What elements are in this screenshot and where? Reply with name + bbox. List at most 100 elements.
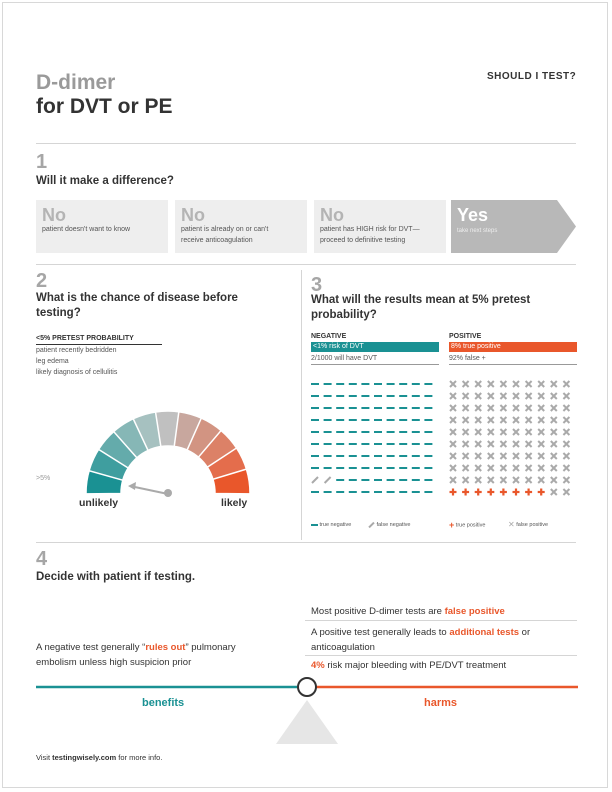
- false-positive-mark: [562, 452, 571, 460]
- false-positive-mark: [461, 380, 470, 388]
- false-positive-mark: [487, 380, 495, 388]
- section1-heading: Will it make a difference?: [36, 175, 174, 187]
- divider: [305, 620, 577, 621]
- false-positive-mark: [512, 428, 520, 436]
- false-positive-mark: [474, 416, 482, 424]
- false-positive-mark: [524, 440, 533, 448]
- section2-number: 2: [36, 270, 48, 292]
- false-positive-mark: [461, 452, 470, 460]
- section3-heading: What will the results mean at 5% pretest…: [311, 294, 531, 321]
- negative-sub: 2/1000 will have DVT: [311, 355, 378, 362]
- false-positive-mark: [461, 392, 470, 400]
- underline: [36, 344, 162, 345]
- section2-heading: What is the chance of disease before test…: [36, 292, 238, 319]
- false-positive-mark: [537, 380, 545, 388]
- answer-text: patient has HIGH risk for DVT— proceed to…: [320, 226, 420, 244]
- negative-bar-text: <1% risk of DVT: [313, 343, 364, 350]
- false-positive-mark: [499, 440, 508, 448]
- false-positive-mark: [461, 440, 470, 448]
- false-positive-mark: [449, 452, 457, 460]
- criteria-item: patient recently bedridden: [36, 347, 117, 354]
- criteria-list: patient recently bedridden leg edema lik…: [36, 345, 117, 378]
- positive-bar: 8% true positive: [449, 342, 577, 352]
- plus-icon: +: [449, 520, 455, 530]
- false-positive-mark: [512, 416, 520, 424]
- gauge-right-label: likely: [221, 497, 248, 509]
- false-positive-mark: [461, 404, 470, 412]
- criteria-item: likely diagnosis of cellulitis: [36, 369, 118, 376]
- gauge-marker-label: >5%: [36, 475, 50, 482]
- false-positive-mark: [562, 476, 571, 484]
- gauge-left-label: unlikely: [79, 497, 119, 509]
- false-positive-mark: [474, 476, 482, 484]
- false-positive-mark: [449, 380, 457, 388]
- icon-arrays: [311, 380, 571, 496]
- false-positive-mark: [537, 404, 545, 412]
- false-positive-mark: [524, 416, 533, 424]
- false-positive-mark: [487, 476, 495, 484]
- false-positive-mark: [524, 404, 533, 412]
- harm-2: A positive test generally leads to addit…: [311, 627, 531, 653]
- harms-label: harms: [424, 697, 458, 709]
- false-positive-mark: [449, 464, 457, 472]
- false-positive-mark: [449, 476, 457, 484]
- fulcrum-triangle: [276, 700, 338, 744]
- false-positive-mark: [474, 380, 482, 388]
- false-positive-mark: [537, 440, 545, 448]
- false-positive-mark: [537, 428, 545, 436]
- false-positive-mark: [487, 416, 495, 424]
- answer-text: patient is already on or can't receive an…: [181, 226, 269, 244]
- false-positive-mark: [562, 464, 571, 472]
- negative-bar: <1% risk of DVT: [311, 342, 439, 352]
- false-positive-mark: [550, 476, 558, 484]
- header-tag: SHOULD I TEST?: [487, 71, 577, 82]
- positive-label: POSITIVE: [449, 333, 482, 340]
- false-positive-mark: [449, 404, 457, 412]
- false-positive-mark: [449, 440, 457, 448]
- false-positive-mark: [461, 476, 470, 484]
- false-positive-mark: [550, 404, 558, 412]
- footer-link[interactable]: testingwisely.com: [52, 753, 117, 762]
- section3-number: 3: [311, 274, 323, 296]
- dash-icon: [311, 523, 318, 526]
- false-positive-mark: [537, 392, 545, 400]
- answer-box-2: No patient is already on or can't receive…: [175, 200, 307, 253]
- false-positive-mark: [499, 476, 508, 484]
- false-positive-mark: [562, 488, 571, 496]
- false-positive-mark: [524, 392, 533, 400]
- false-positive-mark: [487, 404, 495, 412]
- false-positive-mark: [487, 392, 495, 400]
- false-positive-mark: [474, 464, 482, 472]
- false-positive-mark: [550, 440, 558, 448]
- positive-bar-text: 8% true positive: [451, 343, 501, 350]
- divider: [36, 143, 576, 144]
- positive-sub: 92% false +: [449, 355, 486, 362]
- false-positive-mark: [474, 452, 482, 460]
- false-positive-mark: [449, 392, 457, 400]
- section1-number: 1: [36, 151, 48, 173]
- false-positive-mark: [461, 464, 470, 472]
- false-positive-mark: [499, 464, 508, 472]
- answer-text: patient doesn't want to know: [42, 226, 131, 233]
- false-positive-mark: [550, 416, 558, 424]
- false-positive-mark: [537, 476, 545, 484]
- false-positive-mark: [487, 452, 495, 460]
- page-title-line1: D-dimer: [36, 71, 116, 94]
- false-positive-mark: [562, 428, 571, 436]
- legend-true-negative: true negative: [311, 522, 351, 528]
- vertical-divider: [301, 270, 302, 540]
- false-positive-mark: [499, 416, 508, 424]
- false-positive-mark: [550, 464, 558, 472]
- false-positive-mark: [562, 416, 571, 424]
- false-negative-mark: [311, 476, 319, 484]
- false-positive-mark: [474, 392, 482, 400]
- divider: [36, 542, 576, 543]
- false-positive-mark: [562, 392, 571, 400]
- false-positive-mark: [499, 380, 508, 388]
- false-positive-mark: [461, 416, 470, 424]
- false-positive-mark: [499, 392, 508, 400]
- harm-3: 4% risk major bleeding with PE/DVT treat…: [311, 660, 507, 671]
- gauge-pivot: [164, 489, 172, 497]
- false-positive-mark: [449, 428, 457, 436]
- answer-text: take next steps: [457, 228, 497, 234]
